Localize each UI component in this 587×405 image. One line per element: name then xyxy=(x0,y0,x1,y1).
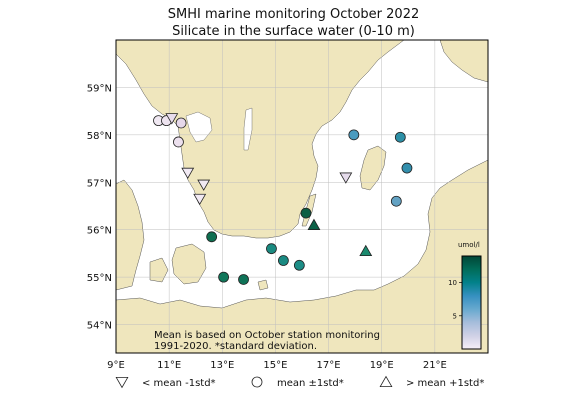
legend-symbol-circle xyxy=(251,376,263,388)
lat-tick-label: 54°N xyxy=(87,321,112,332)
station-marker-circle xyxy=(218,271,230,283)
lat-tick-label: 55°N xyxy=(87,273,112,284)
lat-tick-label: 57°N xyxy=(87,178,112,189)
lon-tick-label: 9°E xyxy=(107,360,125,371)
note-line1: Mean is based on October station monitor… xyxy=(154,330,380,341)
legend-label: > mean +1std* xyxy=(406,378,484,389)
station-marker-circle xyxy=(238,274,249,285)
map-panel[interactable] xyxy=(115,39,489,354)
lon-tick-label: 19°E xyxy=(370,360,394,371)
legend-symbol-down xyxy=(115,376,129,389)
colorbar-tick-label: 10 xyxy=(448,279,457,287)
colorbar-gradient xyxy=(461,255,482,350)
colorbar-tick-label: 5 xyxy=(453,312,457,320)
station-marker-down xyxy=(165,113,179,125)
land-zealand xyxy=(171,243,207,285)
lake-vattern xyxy=(243,107,253,151)
station-marker-up xyxy=(359,244,373,257)
lat-tick-label: 58°N xyxy=(87,131,112,142)
lat-tick-label: 56°N xyxy=(87,226,112,237)
map-frame xyxy=(115,39,489,354)
station-marker-circle xyxy=(277,255,289,266)
lon-tick-label: 15°E xyxy=(263,360,287,371)
legend-symbol-up xyxy=(379,375,393,388)
station-marker-circle xyxy=(293,259,305,271)
station-marker-circle xyxy=(175,117,187,129)
station-marker-down xyxy=(197,179,211,191)
note-line2: 1991-2020. *standard deviation. xyxy=(154,341,317,352)
station-marker-down xyxy=(181,167,195,180)
map-title-line2: Silicate in the surface water (0-10 m) xyxy=(172,24,415,39)
lon-tick-label: 21°E xyxy=(423,360,447,371)
station-marker-circle xyxy=(390,195,402,207)
station-marker-circle xyxy=(348,129,360,141)
station-marker-circle xyxy=(394,131,406,143)
station-marker-down xyxy=(339,172,353,184)
colorbar-ticks: 5 10 xyxy=(448,279,462,320)
colorbar: umol/l 5 10 xyxy=(448,241,482,350)
station-marker-down xyxy=(193,193,207,206)
colorbar-unit-label: umol/l xyxy=(458,241,480,249)
lon-tick-label: 17°E xyxy=(317,360,341,371)
land-denmark xyxy=(116,179,145,291)
station-marker-circle xyxy=(206,231,218,243)
land-finland xyxy=(439,40,488,83)
station-marker-circle xyxy=(401,162,413,174)
lat-tick-label: 59°N xyxy=(87,83,112,94)
station-marker-circle xyxy=(300,207,312,219)
legend-label: < mean -1std* xyxy=(142,378,216,389)
station-marker-circle xyxy=(266,243,277,255)
land-southern-coast xyxy=(116,159,488,353)
land-layer xyxy=(116,40,488,353)
legend: < mean -1std* mean ±1std* > mean +1std* xyxy=(115,375,484,389)
legend-label: mean ±1std* xyxy=(277,378,344,389)
axis-tick-labels: 9°E 11°E 13°E 15°E 17°E 19°E 21°E 54°N 55°N 56°N 5… xyxy=(87,83,447,371)
station-marker-up xyxy=(307,218,321,230)
lon-tick-label: 13°E xyxy=(210,360,234,371)
station-markers xyxy=(153,113,413,285)
station-marker-circle xyxy=(173,136,184,148)
map-title-line1: SMHI marine monitoring October 2022 xyxy=(167,7,420,22)
lon-tick-label: 11°E xyxy=(157,360,181,371)
land-bornholm xyxy=(257,279,269,291)
land-gotland xyxy=(359,145,387,191)
